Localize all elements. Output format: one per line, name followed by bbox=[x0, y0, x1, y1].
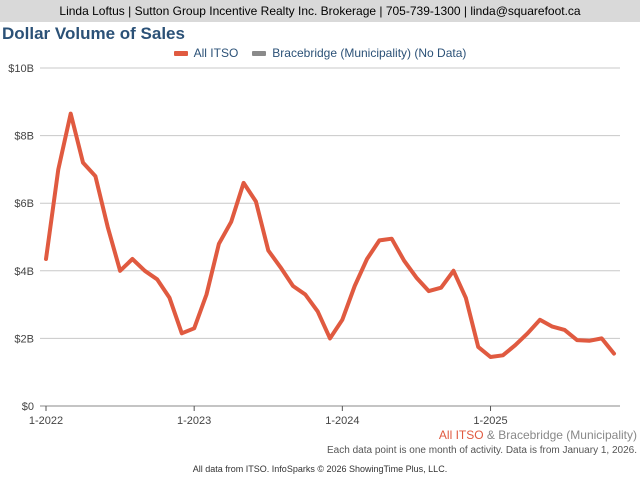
x-tick-label: 1-2023 bbox=[177, 415, 211, 427]
data-point bbox=[168, 296, 171, 299]
data-point bbox=[464, 296, 467, 299]
legend-label-bracebridge: Bracebridge (Municipality) (No Data) bbox=[272, 46, 467, 60]
data-point bbox=[205, 293, 208, 296]
data-point bbox=[415, 276, 418, 279]
footer-legend: All ITSO & Bracebridge (Municipality) bbox=[439, 428, 637, 442]
data-point bbox=[588, 339, 591, 342]
series-line-0 bbox=[44, 111, 616, 359]
data-point bbox=[538, 318, 541, 321]
data-point bbox=[106, 225, 109, 228]
chart-legend: All ITSO Bracebridge (Municipality) (No … bbox=[0, 45, 640, 61]
data-point bbox=[267, 249, 270, 252]
data-point bbox=[341, 318, 344, 321]
data-point bbox=[69, 112, 72, 115]
data-point bbox=[514, 344, 517, 347]
data-point bbox=[316, 310, 319, 313]
y-tick-label: $10B bbox=[8, 63, 34, 75]
data-point bbox=[217, 242, 220, 245]
data-point bbox=[613, 352, 616, 355]
y-tick-label: $0 bbox=[22, 401, 34, 413]
contact-header: Linda Loftus | Sutton Group Incentive Re… bbox=[0, 0, 640, 22]
data-point bbox=[254, 200, 257, 203]
data-point bbox=[600, 337, 603, 340]
data-point bbox=[193, 327, 196, 330]
data-point bbox=[489, 355, 492, 358]
data-point bbox=[353, 285, 356, 288]
data-point bbox=[329, 337, 332, 340]
chart-title: Dollar Volume of Sales bbox=[2, 24, 185, 43]
data-point bbox=[452, 269, 455, 272]
x-tick-label: 1-2025 bbox=[473, 415, 507, 427]
data-point bbox=[45, 257, 48, 260]
legend-swatch-bracebridge bbox=[252, 50, 267, 56]
y-tick-label: $8B bbox=[14, 131, 34, 143]
data-point bbox=[304, 293, 307, 296]
data-point bbox=[390, 237, 393, 240]
data-point bbox=[131, 257, 134, 260]
contact-line: Linda Loftus | Sutton Group Incentive Re… bbox=[59, 4, 581, 18]
data-point bbox=[82, 161, 85, 164]
data-point bbox=[57, 168, 60, 171]
data-point bbox=[477, 345, 480, 348]
data-point bbox=[94, 175, 97, 178]
data-credit: All data from ITSO. InfoSparks © 2026 Sh… bbox=[192, 464, 448, 474]
footer-legend-bracebridge: Bracebridge (Municipality) bbox=[498, 428, 637, 442]
data-point bbox=[440, 286, 443, 289]
x-tick-label: 1-2022 bbox=[29, 415, 63, 427]
x-tick-label: 1-2024 bbox=[325, 415, 359, 427]
data-point bbox=[230, 220, 233, 223]
y-tick-label: $4B bbox=[14, 266, 34, 278]
data-point bbox=[575, 339, 578, 342]
data-point bbox=[180, 332, 183, 335]
data-point bbox=[378, 239, 381, 242]
footer-legend-amp: & bbox=[483, 428, 499, 442]
footer-legend-all-itso: All ITSO bbox=[438, 428, 484, 442]
data-point bbox=[119, 269, 122, 272]
data-point bbox=[279, 266, 282, 269]
legend-item-bracebridge[interactable]: Bracebridge (Municipality) (No Data) bbox=[252, 46, 466, 60]
y-tick-label: $2B bbox=[14, 333, 34, 345]
data-point bbox=[143, 269, 146, 272]
legend-item-all-itso[interactable]: All ITSO bbox=[173, 46, 239, 60]
data-note: Each data point is one month of activity… bbox=[327, 445, 637, 456]
legend-label-all-itso: All ITSO bbox=[193, 46, 239, 60]
data-point bbox=[551, 325, 554, 328]
data-point bbox=[291, 285, 294, 288]
data-point bbox=[501, 354, 504, 357]
legend-swatch-all-itso bbox=[173, 50, 188, 56]
data-point bbox=[427, 290, 430, 293]
y-tick-label: $6B bbox=[14, 198, 34, 210]
data-point bbox=[563, 328, 566, 331]
data-point bbox=[366, 257, 369, 260]
data-point bbox=[242, 181, 245, 184]
data-point bbox=[403, 259, 406, 262]
data-point bbox=[156, 278, 159, 281]
data-point bbox=[526, 332, 529, 335]
